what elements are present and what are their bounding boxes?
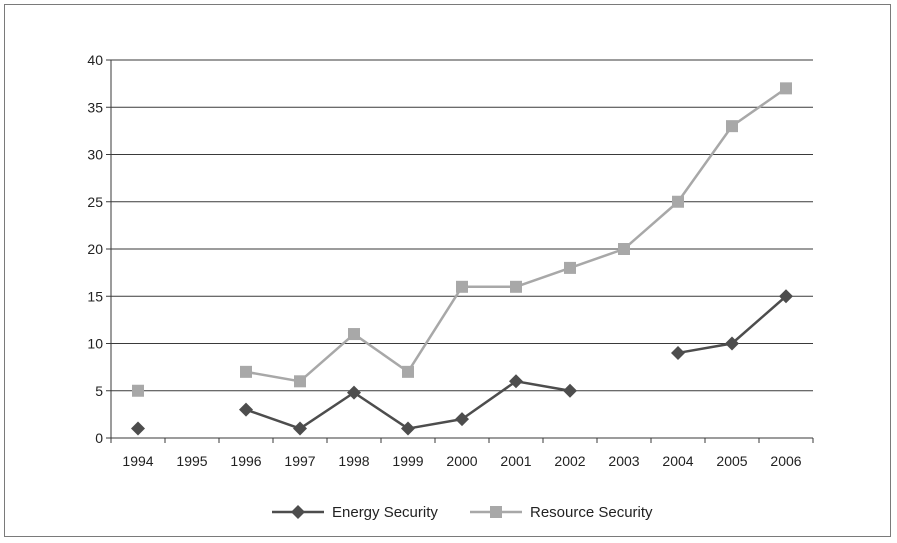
x-tick-label: 2003 bbox=[608, 453, 639, 469]
resource-security-legend-marker bbox=[490, 506, 502, 518]
energy-security-point bbox=[401, 421, 415, 436]
chart-frame: 0 5 10 15 20 25 30 35 40 1994 1995 1996 1997 1998 1999… bbox=[4, 4, 891, 537]
resource-security-point bbox=[726, 120, 738, 133]
x-tick-label: 1998 bbox=[338, 453, 369, 469]
resource-security-point bbox=[510, 280, 522, 293]
line-chart: 0 5 10 15 20 25 30 35 40 1994 1995 1996 1997 1998 1999… bbox=[87, 52, 814, 521]
x-tick-label: 1997 bbox=[284, 453, 315, 469]
energy-security-point bbox=[239, 402, 253, 417]
energy-security-point bbox=[455, 412, 469, 427]
resource-security-point bbox=[780, 82, 792, 95]
energy-security-point bbox=[671, 345, 685, 360]
energy-security-point bbox=[509, 374, 523, 389]
resource-security-point bbox=[672, 195, 684, 208]
resource-security-point bbox=[564, 261, 576, 274]
y-tick-label: 10 bbox=[87, 336, 103, 352]
y-tick-label: 15 bbox=[87, 288, 103, 304]
energy-security-line bbox=[245, 380, 571, 430]
y-tick-label: 40 bbox=[87, 52, 103, 68]
x-tick-label: 2000 bbox=[446, 453, 477, 469]
resource-security-point bbox=[348, 328, 360, 341]
series-layer bbox=[131, 82, 793, 436]
x-tick-label: 1996 bbox=[230, 453, 261, 469]
y-tick-label: 5 bbox=[95, 383, 103, 399]
gridlines bbox=[111, 59, 813, 392]
y-tick-label: 0 bbox=[95, 430, 103, 446]
energy-security-point bbox=[779, 289, 793, 304]
x-tick-label: 1999 bbox=[392, 453, 423, 469]
y-tick-label: 25 bbox=[87, 194, 103, 210]
resource-security-line bbox=[245, 87, 787, 383]
energy-security-legend-marker bbox=[291, 505, 305, 519]
x-tick-label: 2004 bbox=[662, 453, 693, 469]
resource-security-point bbox=[240, 365, 252, 378]
resource-security-legend-label: Resource Security bbox=[530, 504, 653, 521]
energy-security-point bbox=[293, 421, 307, 436]
resource-security-point bbox=[456, 280, 468, 293]
x-tick-label: 2001 bbox=[500, 453, 531, 469]
legend: Energy Security Resource Security bbox=[272, 504, 653, 521]
energy-security-point bbox=[347, 385, 361, 400]
resource-security-point bbox=[618, 243, 630, 255]
y-tick-label: 30 bbox=[87, 147, 103, 163]
energy-security-point bbox=[725, 336, 739, 351]
x-tick-label: 1994 bbox=[122, 453, 153, 469]
energy-security-legend-label: Energy Security bbox=[332, 504, 438, 521]
resource-security-point bbox=[402, 365, 414, 378]
axes: 0 5 10 15 20 25 30 35 40 1994 1995 1996 1997 1998 1999… bbox=[87, 52, 814, 469]
y-tick-label: 35 bbox=[87, 99, 103, 115]
y-tick-label: 20 bbox=[87, 241, 103, 257]
x-tick-label: 2002 bbox=[554, 453, 585, 469]
energy-security-point bbox=[131, 421, 145, 436]
x-tick-label: 1995 bbox=[176, 453, 207, 469]
energy-security-point bbox=[563, 383, 577, 398]
x-tick-label: 2005 bbox=[716, 453, 747, 469]
x-tick-label: 2006 bbox=[770, 453, 801, 469]
resource-security-point bbox=[294, 375, 306, 388]
resource-security-point bbox=[132, 384, 144, 397]
